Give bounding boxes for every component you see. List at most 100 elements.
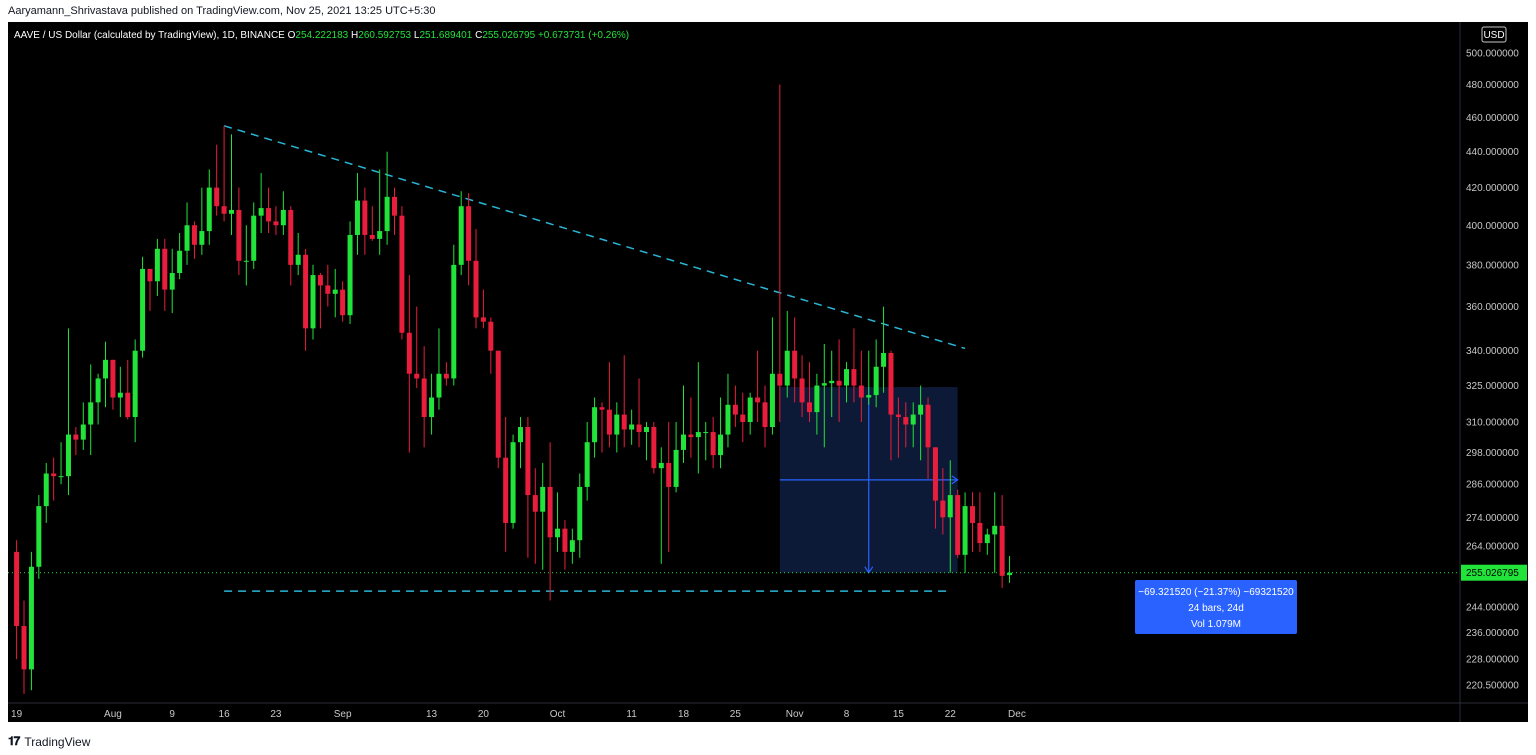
candle-body [14,551,20,627]
candle-body [369,234,375,239]
tradingview-brand[interactable]: 𝟏𝟕 TradingView [8,734,90,749]
candle-body [51,473,57,477]
y-tick-label: 500.000000 [1466,49,1519,60]
ohlc-key: H [351,30,358,41]
candle-body [354,200,360,235]
candle-body [799,378,805,403]
candle-body [377,231,383,239]
candle-body [147,268,153,282]
x-tick-label: Dec [1008,709,1026,720]
candle-body [895,414,901,418]
candle-body [303,254,309,329]
candle-body [955,495,961,555]
x-tick-label: 8 [844,709,850,720]
candle-body [725,404,731,435]
y-tick-label: 360.000000 [1466,302,1519,313]
candle-body [103,359,109,379]
candle-body [221,206,227,214]
candle-body [325,285,331,294]
candle-body [480,317,486,322]
y-tick-label: 220.500000 [1466,681,1519,692]
x-tick-label: Nov [786,709,804,720]
candle-body [110,359,116,398]
x-tick-label: 9 [169,709,175,720]
ohlc-key: C [475,30,482,41]
candle-body [599,407,605,410]
candle-body [940,500,946,518]
candle-body [273,221,279,226]
publisher-bar: Aaryamann_Shrivastava published on Tradi… [0,0,1536,22]
tradingview-logo-icon: 𝟏𝟕 [8,734,20,748]
candle-body [710,432,716,456]
measure-label-line: 24 bars, 24d [1188,603,1244,614]
candle-body [569,540,575,552]
candle-body [236,209,242,261]
brand-name: TradingView [24,734,91,749]
candle-body [132,350,138,418]
candle-body [117,392,123,398]
candle-body [347,234,353,316]
price-chart[interactable]: −69.321520 (−21.37%) −69321520 24 bars, 2… [8,22,1528,722]
candle-body [984,534,990,544]
candle-body [421,378,427,418]
candle-body [517,427,523,443]
candle-body [658,462,664,469]
candle-body [406,332,412,374]
candle-body [243,260,249,262]
candle-body [28,566,34,670]
y-tick-label: 340.000000 [1466,346,1519,357]
candle-body [584,442,590,487]
candle-body [169,273,175,290]
ohlc-value: 254.222183 [295,30,351,41]
x-tick-label: 11 [626,709,637,720]
last-price-value: 255.026795 [1466,568,1519,579]
candle-body [228,209,234,214]
candle-body [688,434,694,438]
candle-body [80,424,86,440]
candle-body [466,206,472,261]
candle-body [429,397,435,418]
candle-body [806,402,812,413]
x-tick-label: 23 [270,709,282,720]
last-price-tag [1461,564,1527,581]
candle-body [95,378,101,403]
candle-body [851,369,857,386]
candle-body [836,380,842,386]
candle-body [681,434,686,450]
y-tick-label: 400.000000 [1466,221,1519,232]
candle-body [562,528,568,552]
candle-body [43,473,49,507]
candle-body [977,522,983,544]
measure-label-box [1135,580,1297,634]
x-tick-label: 18 [678,709,690,720]
symbol-legend[interactable]: AAVE / US Dollar (calculated by TradingV… [14,30,629,41]
y-tick-label: 298.000000 [1466,448,1519,459]
candle-body [814,385,820,413]
candle-body [317,275,323,286]
candle-body [614,414,620,435]
ohlc-value: 260.592753 [358,30,414,41]
x-tick-label: 13 [426,709,438,720]
candle-body [629,424,635,430]
candle-body [214,187,220,207]
ohlc-value: 255.026795 [482,30,538,41]
candle-body [910,414,916,425]
candle-body [310,275,316,329]
candle-body [532,495,538,512]
y-tick-label: 460.000000 [1466,113,1519,124]
candle-body [154,248,160,282]
candle-body [473,260,479,318]
candle-body [881,352,887,367]
x-tick-label: 22 [945,709,957,720]
measure-label-line: −69.321520 (−21.37%) −69321520 [1138,587,1294,598]
candle-body [918,404,924,415]
x-tick-label: 16 [219,709,231,720]
candle-body [621,414,627,430]
publisher-text: Aaryamann_Shrivastava published on Tradi… [8,5,436,17]
candle-body [747,397,753,423]
measure-label-line: Vol 1.079M [1191,619,1241,630]
candle-body [503,457,509,523]
y-tick-label: 310.000000 [1466,418,1519,429]
ohlc-value: 251.689401 [419,30,475,41]
y-tick-label: 264.000000 [1466,542,1519,553]
